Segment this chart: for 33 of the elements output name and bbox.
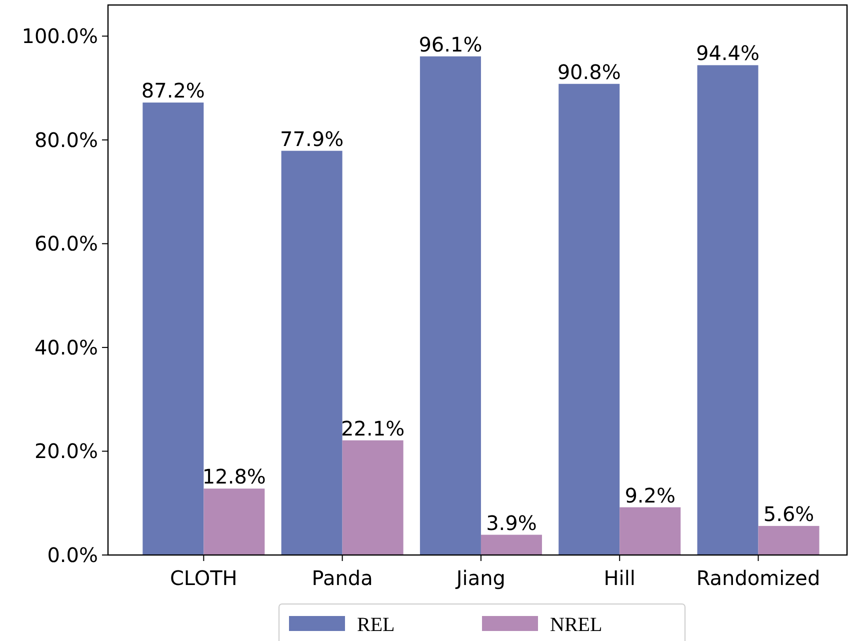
data-label: 94.4%: [696, 41, 760, 66]
bar: [281, 150, 342, 555]
y-tick-label: 100.0%: [22, 24, 98, 48]
bar: [204, 488, 265, 555]
bar: [620, 507, 681, 555]
data-label: 5.6%: [763, 502, 814, 526]
y-tick-label: 0.0%: [47, 543, 98, 567]
legend-label: NREL: [550, 614, 602, 636]
x-tick-label: Jiang: [454, 566, 506, 590]
bar: [420, 56, 481, 555]
bar: [342, 440, 404, 555]
x-tick-label: Randomized: [696, 566, 820, 590]
x-tick-label: Hill: [604, 566, 636, 590]
data-label: 22.1%: [341, 416, 405, 440]
data-label: 90.8%: [557, 60, 621, 84]
legend-label: REL: [357, 614, 395, 636]
y-tick-label: 80.0%: [34, 128, 98, 152]
data-label: 3.9%: [486, 510, 537, 535]
bar: [142, 102, 204, 555]
data-label: 12.8%: [202, 464, 266, 489]
y-tick-label: 60.0%: [34, 232, 98, 256]
bar: [758, 526, 820, 555]
y-tick-label: 40.0%: [34, 335, 98, 360]
data-label: 9.2%: [624, 483, 676, 508]
x-tick-label: CLOTH: [170, 566, 238, 590]
bar: [558, 84, 620, 555]
x-tick-label: Panda: [312, 566, 373, 590]
data-label: 96.1%: [418, 32, 482, 56]
y-tick-label: 20.0%: [34, 439, 98, 464]
data-label: 77.9%: [280, 126, 344, 151]
data-label: 87.2%: [141, 78, 205, 103]
bar: [697, 65, 758, 555]
bar: [480, 534, 542, 555]
